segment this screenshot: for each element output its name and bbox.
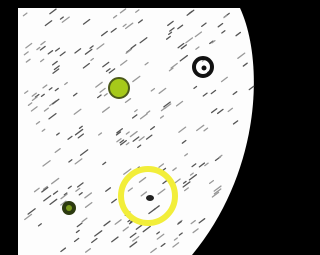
page: (() => { const data = JSON.parse(documen… bbox=[0, 0, 260, 255]
green-orb bbox=[109, 78, 129, 98]
target-core bbox=[146, 195, 154, 201]
dark-orb-core bbox=[66, 205, 72, 211]
game-view bbox=[0, 0, 260, 255]
dark-ring-core bbox=[202, 66, 207, 71]
